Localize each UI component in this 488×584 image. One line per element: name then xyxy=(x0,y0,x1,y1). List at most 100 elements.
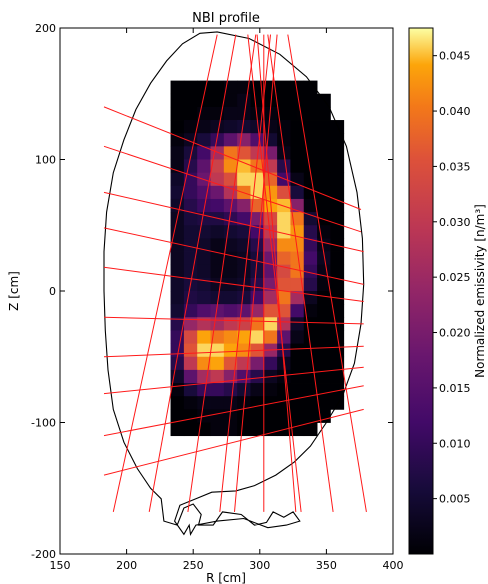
x-tick-label: 200 xyxy=(116,559,137,572)
heatmap-cell xyxy=(183,225,198,239)
heatmap-cell xyxy=(290,304,305,318)
heatmap-cell xyxy=(277,225,291,239)
heatmap-cell xyxy=(317,120,331,134)
heatmap-cell xyxy=(290,251,305,266)
heatmap-cell xyxy=(250,198,265,213)
heatmap-cell xyxy=(250,277,265,292)
vessel-outline xyxy=(103,31,365,536)
heatmap-cell xyxy=(317,106,331,121)
heatmap-cell xyxy=(237,93,251,108)
x-tick-label: 250 xyxy=(183,559,204,572)
heatmap-cell xyxy=(277,343,291,358)
heatmap-cell xyxy=(330,146,345,160)
heatmap-cell xyxy=(223,238,238,252)
heatmap-cell xyxy=(210,93,225,108)
heatmap-cell xyxy=(303,317,318,331)
heatmap-cell xyxy=(223,198,238,213)
heatmap-cell xyxy=(197,291,211,305)
heatmap-cell xyxy=(210,146,225,160)
heatmap-cell xyxy=(263,356,278,371)
heatmap-cell xyxy=(210,317,225,331)
heatmap-cell xyxy=(223,251,238,266)
heatmap-cell xyxy=(330,277,345,292)
heatmap-cell xyxy=(210,264,225,279)
heatmap-cell xyxy=(170,185,185,200)
heatmap-cell xyxy=(183,238,198,252)
colorbar-tick-label: 0.005 xyxy=(439,493,471,506)
heatmap-cell xyxy=(210,185,225,200)
heatmap-cell xyxy=(223,172,238,187)
heatmap-cell xyxy=(223,396,238,410)
heatmap-cell xyxy=(223,356,238,371)
heatmap-cell xyxy=(250,369,265,384)
heatmap-cell xyxy=(210,159,225,174)
heatmap-cell xyxy=(317,238,331,252)
heatmap-cell xyxy=(223,185,238,200)
heatmap-cell xyxy=(317,369,331,384)
heatmap-cell xyxy=(317,343,331,358)
heatmap-cell xyxy=(183,93,198,108)
heatmap-cell xyxy=(317,159,331,174)
heatmap-cell xyxy=(237,159,251,174)
heatmap-cell xyxy=(303,277,318,292)
heatmap-cell xyxy=(303,225,318,239)
colorbar-ticks: 0.005 0.010 0.015 0.020 0.025 0.030 0.035 0.040… xyxy=(433,50,471,506)
heatmap-cell xyxy=(277,291,291,305)
heatmap-cell xyxy=(263,277,278,292)
heatmap-cell xyxy=(210,198,225,213)
heatmap-cell xyxy=(223,120,238,134)
heatmap-cell xyxy=(317,383,331,397)
x-tick-label: 400 xyxy=(383,559,404,572)
heatmap-cell xyxy=(210,330,225,344)
y-axis: -200 -100 0 100 200 xyxy=(31,22,393,561)
heatmap-cell xyxy=(303,212,318,226)
heatmap-cell xyxy=(330,383,345,397)
heatmap-cell xyxy=(210,277,225,292)
heatmap-cell xyxy=(303,264,318,279)
colorbar: 0.005 0.010 0.015 0.020 0.025 0.030 0.035 0.040… xyxy=(408,27,471,555)
heatmap-cell xyxy=(303,330,318,344)
heatmap-cell xyxy=(303,396,318,410)
heatmap-cell xyxy=(170,106,185,121)
colorbar-frame xyxy=(408,27,434,555)
heatmap-cell xyxy=(250,330,265,344)
heatmap-cell xyxy=(170,264,185,279)
y-tick-label: -200 xyxy=(31,548,56,561)
heatmap-cell xyxy=(317,251,331,266)
heatmap-cell xyxy=(263,383,278,397)
heatmap-cell xyxy=(183,212,198,226)
heatmap-cell xyxy=(290,369,305,384)
heatmap-cell xyxy=(263,120,278,134)
heatmap-cell xyxy=(330,251,345,266)
heatmap-cell xyxy=(290,185,305,200)
heatmap-cell xyxy=(303,356,318,371)
x-axis-label: R [cm] xyxy=(206,571,246,584)
heatmap-cell xyxy=(237,212,251,226)
colorbar-tick-label: 0.035 xyxy=(439,160,471,173)
heatmap-cell xyxy=(237,198,251,213)
heatmap-cell xyxy=(237,120,251,134)
heatmap-cell xyxy=(277,330,291,344)
heatmap-cell xyxy=(330,133,345,147)
sightline xyxy=(247,34,302,512)
heatmap-cell xyxy=(183,291,198,305)
heatmap-cell xyxy=(223,225,238,239)
colorbar-tick-label: 0.045 xyxy=(439,50,471,63)
heatmap-cell xyxy=(210,80,225,95)
x-axis: 150 200 250 300 350 400 xyxy=(50,28,404,572)
heatmap-cell xyxy=(330,356,345,371)
x-tick-label: 300 xyxy=(249,559,270,572)
heatmap-cell xyxy=(170,317,185,331)
heatmap-cell xyxy=(223,317,238,331)
heatmap-cell xyxy=(303,383,318,397)
heatmap-cell xyxy=(223,383,238,397)
chart-title: NBI profile xyxy=(192,11,260,26)
heatmap-cell xyxy=(197,356,211,371)
heatmap-cell xyxy=(237,106,251,121)
heatmap-cell xyxy=(263,212,278,226)
heatmap-cell xyxy=(237,409,251,423)
heatmap-cell xyxy=(317,198,331,213)
heatmap-cell xyxy=(317,146,331,160)
heatmap-cell xyxy=(303,80,318,95)
heatmap-cell xyxy=(277,159,291,174)
